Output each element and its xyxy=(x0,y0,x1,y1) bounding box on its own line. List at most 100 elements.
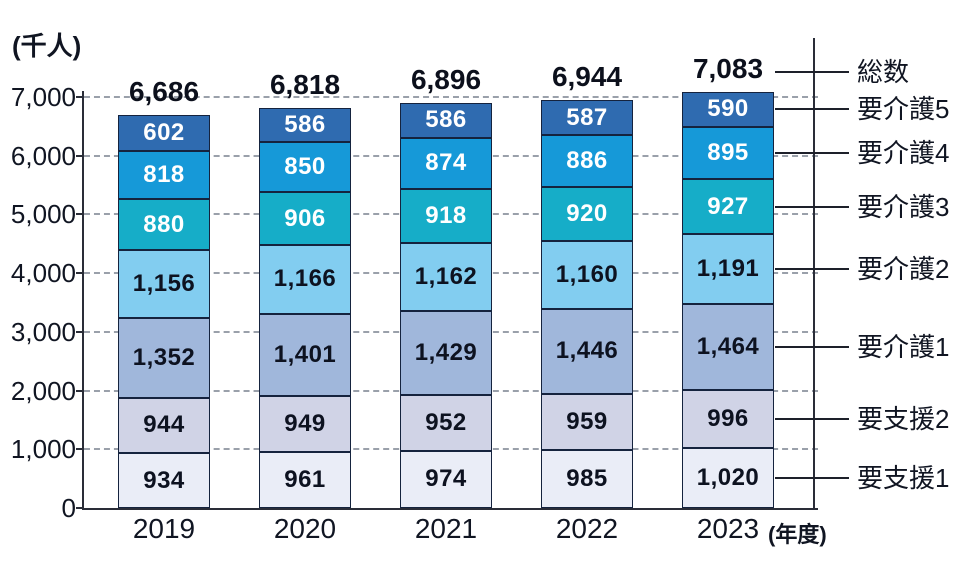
bar-segment-要支援1-2019: 934 xyxy=(118,453,210,508)
bar-segment-要介護3-2023: 927 xyxy=(682,179,774,234)
bar-value-label: 1,464 xyxy=(696,332,760,360)
bar-value-label: 1,020 xyxy=(696,464,760,492)
bar-total-label: 6,896 xyxy=(410,64,482,96)
legend-connector-line xyxy=(775,477,849,480)
bar-value-label: 996 xyxy=(707,404,749,432)
bar-value-label: 906 xyxy=(284,204,326,232)
bar-segment-要支援1-2022: 985 xyxy=(541,450,633,508)
x-axis-tick-label: 2020 xyxy=(273,513,337,544)
bar-segment-要介護1-2020: 1,401 xyxy=(259,313,351,396)
bar-segment-要介護5-2022: 587 xyxy=(541,100,633,135)
bar-value-label: 1,352 xyxy=(132,344,196,372)
bar-segment-要支援2-2020: 949 xyxy=(259,395,351,452)
y-axis-tick-label: 2,000 xyxy=(10,375,76,406)
x-axis-tick-label: 2022 xyxy=(555,513,619,544)
x-axis-tick-label: 2023 xyxy=(696,513,760,544)
bar-segment-要介護1-2023: 1,464 xyxy=(682,303,774,390)
bar-value-label: 920 xyxy=(566,199,608,227)
bar-segment-要介護5-2020: 586 xyxy=(259,107,351,143)
bar-value-label: 590 xyxy=(707,95,749,123)
bar-segment-要支援2-2021: 952 xyxy=(400,394,492,451)
legend-label: 要介護5 xyxy=(857,94,950,125)
bar-segment-要介護5-2021: 586 xyxy=(400,103,492,138)
bar-value-label: 602 xyxy=(143,119,185,147)
legend-label: 要介護1 xyxy=(857,331,950,362)
y-axis-tick-mark xyxy=(76,96,82,98)
bar-value-label: 1,401 xyxy=(273,340,337,368)
bar-value-label: 918 xyxy=(425,201,467,229)
bar-segment-要介護1-2019: 1,352 xyxy=(118,318,210,398)
bar-value-label: 880 xyxy=(143,210,185,238)
legend-connector-line xyxy=(775,152,849,155)
y-axis-line xyxy=(82,91,84,508)
bar-segment-要介護2-2023: 1,191 xyxy=(682,233,774,304)
bar-segment-要介護4-2019: 818 xyxy=(118,150,210,199)
y-axis-tick-label: 1,000 xyxy=(10,434,76,465)
legend-connector-line xyxy=(775,267,849,270)
bar-segment-要介護3-2020: 906 xyxy=(259,191,351,246)
bar-segment-要介護5-2019: 602 xyxy=(118,115,210,151)
y-axis-tick-label: 0 xyxy=(61,493,76,523)
legend-label: 要介護4 xyxy=(857,138,950,169)
bar-value-label: 1,162 xyxy=(414,262,478,290)
bar-value-label: 974 xyxy=(425,465,467,493)
bar-segment-要介護2-2022: 1,160 xyxy=(541,240,633,309)
y-axis-tick-label: 7,000 xyxy=(10,82,76,112)
y-axis-tick-mark xyxy=(76,448,82,451)
bar-segment-要介護2-2019: 1,156 xyxy=(118,250,210,319)
y-axis-tick-label: 6,000 xyxy=(10,140,76,171)
bar-segment-要支援1-2020: 961 xyxy=(259,451,351,508)
legend-connector-line xyxy=(775,417,849,420)
legend-label: 総数 xyxy=(857,57,910,88)
bar-value-label: 944 xyxy=(143,411,185,439)
legend-connector-line xyxy=(775,205,849,208)
bar-value-label: 818 xyxy=(143,160,185,188)
bar-value-label: 886 xyxy=(566,146,608,174)
bar-segment-要支援2-2022: 959 xyxy=(541,393,633,451)
legend-label: 要介護2 xyxy=(857,253,950,284)
y-axis-tick-label: 4,000 xyxy=(10,258,76,289)
y-axis-tick-mark xyxy=(76,330,82,333)
legend-axis-line xyxy=(813,38,815,508)
gridline xyxy=(84,96,818,98)
x-axis-unit-label: (年度) xyxy=(768,522,827,547)
bar-total-label: 6,944 xyxy=(551,61,623,93)
bar-segment-要介護4-2021: 874 xyxy=(400,137,492,189)
bar-segment-要介護2-2021: 1,162 xyxy=(400,242,492,311)
legend-label: 要支援1 xyxy=(857,463,950,494)
legend-connector-line xyxy=(775,108,849,111)
bar-total-label: 6,818 xyxy=(269,68,341,100)
bar-value-label: 1,429 xyxy=(414,338,478,366)
bar-segment-要介護3-2021: 918 xyxy=(400,188,492,243)
x-axis-tick-label: 2021 xyxy=(414,513,478,544)
bar-total-label: 7,083 xyxy=(692,53,764,85)
legend-connector-line xyxy=(775,71,849,74)
bar-value-label: 1,191 xyxy=(696,254,760,282)
legend-connector-line xyxy=(775,345,849,348)
bar-value-label: 586 xyxy=(284,110,326,138)
x-axis-line xyxy=(82,508,818,510)
bar-value-label: 587 xyxy=(566,103,608,131)
x-axis-tick-label: 2019 xyxy=(132,513,196,544)
bar-value-label: 952 xyxy=(425,408,467,436)
bar-value-label: 961 xyxy=(284,465,326,493)
bar-segment-要支援2-2019: 944 xyxy=(118,397,210,454)
y-axis-tick-mark xyxy=(76,272,82,275)
y-axis-tick-mark xyxy=(76,154,82,157)
bar-value-label: 934 xyxy=(143,466,185,494)
bar-segment-要介護4-2022: 886 xyxy=(541,134,633,187)
bar-value-label: 959 xyxy=(566,408,608,435)
bar-value-label: 895 xyxy=(707,139,749,167)
legend-label: 要支援2 xyxy=(857,403,950,434)
bar-segment-要介護3-2019: 880 xyxy=(118,198,210,251)
bar-value-label: 927 xyxy=(707,192,749,220)
bar-segment-要介護1-2022: 1,446 xyxy=(541,308,633,394)
bar-value-label: 874 xyxy=(425,149,467,177)
y-axis-tick-mark xyxy=(76,389,82,392)
bar-value-label: 949 xyxy=(284,409,326,437)
bar-value-label: 985 xyxy=(566,465,608,493)
bar-segment-要介護3-2022: 920 xyxy=(541,186,633,241)
bar-value-label: 1,166 xyxy=(273,265,337,293)
y-axis-tick-label: 5,000 xyxy=(10,199,76,230)
